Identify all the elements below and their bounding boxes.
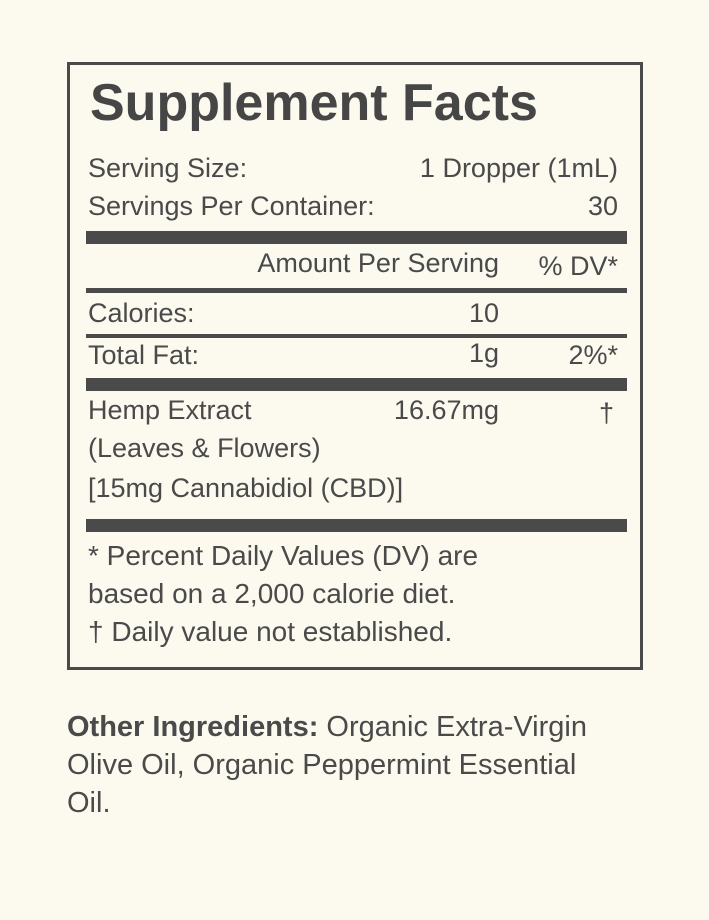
hemp-extract-source: (Leaves & Flowers)	[88, 433, 321, 463]
amount-per-serving-header: Amount Per Serving	[257, 248, 499, 278]
total-fat-amount: 1g	[468, 338, 499, 368]
divider-thick	[86, 378, 627, 391]
serving-size-label: Serving Size:	[88, 153, 248, 183]
serving-size-value: 1 Dropper (1mL)	[419, 153, 618, 183]
other-ingredients-label: Other Ingredients:	[67, 711, 319, 743]
panel-title: Supplement Facts	[90, 74, 538, 132]
divider-medium	[86, 288, 627, 293]
supplement-facts-panel: Supplement Facts Serving Size: 1 Dropper…	[67, 62, 643, 670]
footnote-dv: * Percent Daily Values (DV) are	[88, 540, 479, 571]
servings-per-container-value: 30	[587, 191, 618, 221]
footnote-calorie-diet: based on a 2,000 calorie diet.	[88, 578, 456, 609]
servings-per-container-label: Servings Per Container:	[88, 191, 375, 221]
divider-thin	[86, 334, 627, 338]
calories-amount: 10	[468, 298, 499, 328]
hemp-extract-cbd: [15mg Cannabidiol (CBD)]	[88, 473, 404, 503]
divider-thick	[86, 519, 627, 532]
hemp-extract-label: Hemp Extract	[88, 395, 252, 425]
calories-label: Calories:	[88, 298, 195, 328]
total-fat-dv: 2%*	[568, 340, 618, 370]
hemp-extract-dv: †	[598, 398, 614, 428]
other-ingredients: Other Ingredients: Organic Extra-Virgin …	[67, 708, 627, 822]
hemp-extract-amount: 16.67mg	[393, 395, 499, 425]
total-fat-label: Total Fat:	[88, 340, 200, 370]
footnote-not-established: † Daily value not established.	[88, 616, 453, 647]
other-ingredients-text: Organic Extra-Virgin Olive Oil, Organic …	[67, 711, 587, 819]
dv-header: % DV*	[538, 251, 618, 281]
divider-thick	[86, 231, 627, 244]
